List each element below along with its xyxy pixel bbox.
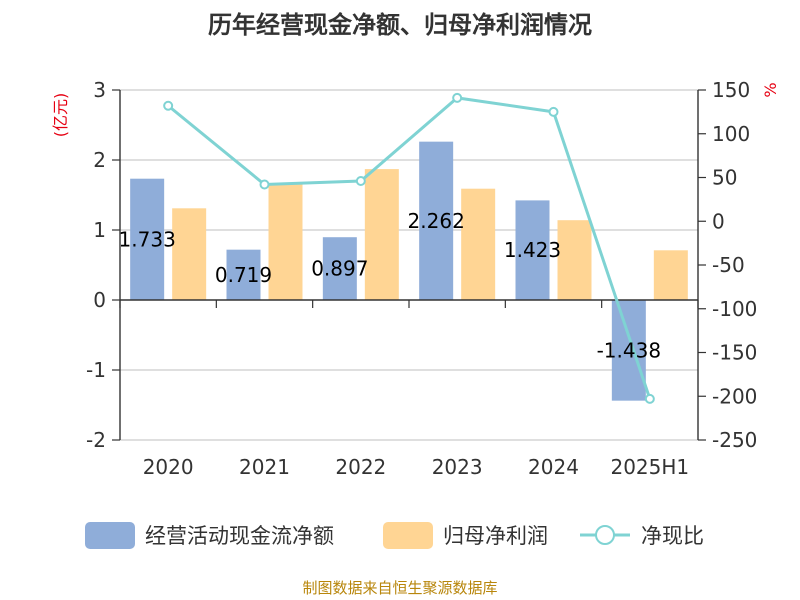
bars — [130, 141, 688, 401]
left-axis-unit: (亿元) — [51, 93, 70, 138]
ratio-point — [644, 393, 655, 404]
net-profit-bar — [268, 183, 303, 300]
cashflow-bar — [515, 200, 550, 300]
net-profit-bar — [172, 208, 207, 300]
legend-ratio-label: 净现比 — [641, 524, 704, 548]
cashflow-value-label: 1.423 — [504, 238, 561, 262]
ratio-point — [355, 176, 366, 186]
x-tick-label: 2020 — [143, 455, 194, 479]
ratio-line — [163, 92, 655, 404]
right-tick-label: -150 — [712, 341, 757, 365]
ratio-point — [163, 100, 174, 111]
right-tick-label: 100 — [712, 122, 750, 146]
cashflow-value-label: 0.897 — [311, 257, 368, 281]
ratio-line-path — [167, 96, 652, 400]
cashflow-bar — [226, 249, 261, 300]
x-tick-label: 2023 — [432, 455, 483, 479]
left-tick-label: -1 — [86, 358, 106, 382]
right-tick-label: 50 — [712, 166, 737, 190]
legend-net-profit-label: 归母净利润 — [443, 524, 548, 548]
ratio-point — [548, 106, 559, 117]
x-tick-label: 2021 — [239, 455, 290, 479]
legend-net-profit-swatch — [383, 522, 433, 549]
source-note: 制图数据来自恒生聚源数据库 — [302, 579, 497, 597]
x-tick-label: 2024 — [528, 455, 579, 479]
right-tick-label: -200 — [712, 384, 757, 408]
cashflow-bar — [419, 141, 454, 300]
ratio-point — [259, 179, 270, 190]
right-tick-label: -100 — [712, 297, 757, 321]
net-profit-bar — [653, 250, 688, 300]
right-tick-label: -50 — [712, 253, 745, 277]
left-tick-label: 3 — [93, 78, 106, 102]
x-tick-label: 2025H1 — [610, 455, 689, 479]
chart-title: 历年经营现金净额、归母净利润情况 — [208, 11, 592, 39]
right-axis-unit: % — [761, 82, 780, 97]
axes: 3 2 1 0 -1 -2 150 100 50 0 -50 -100 -150 -200 -250 2020… — [86, 78, 757, 479]
cashflow-value-label: 1.733 — [119, 227, 176, 251]
ratio-point — [452, 92, 463, 103]
cashflow-value-label: 0.719 — [215, 263, 272, 287]
legend-cashflow-label: 经营活动现金流净额 — [145, 524, 334, 548]
left-tick-label: 1 — [93, 218, 106, 242]
grid — [120, 89, 698, 441]
net-profit-bar — [364, 169, 399, 300]
left-tick-label: 2 — [93, 148, 106, 172]
legend-ratio-marker — [595, 525, 615, 545]
net-profit-bar — [461, 188, 496, 300]
right-tick-label: 150 — [712, 78, 750, 102]
legend-cashflow-swatch — [85, 522, 135, 549]
cashflow-bar — [322, 237, 357, 300]
right-tick-label: -250 — [712, 428, 757, 452]
cashflow-bar — [611, 300, 646, 401]
cashflow-value-label: -1.438 — [597, 338, 661, 362]
cashflow-value-label: 2.262 — [408, 209, 465, 233]
net-profit-bar — [557, 220, 592, 300]
legend: 经营活动现金流净额 归母净利润 净现比 — [85, 522, 704, 549]
left-tick-label: 0 — [93, 288, 106, 312]
bar-labels: 1.733 0.719 0.897 2.262 1.423 -1.438 — [119, 209, 662, 362]
right-tick-label: 0 — [712, 209, 725, 233]
cashflow-bar — [130, 178, 165, 300]
left-tick-label: -2 — [86, 428, 106, 452]
x-tick-label: 2022 — [335, 455, 386, 479]
